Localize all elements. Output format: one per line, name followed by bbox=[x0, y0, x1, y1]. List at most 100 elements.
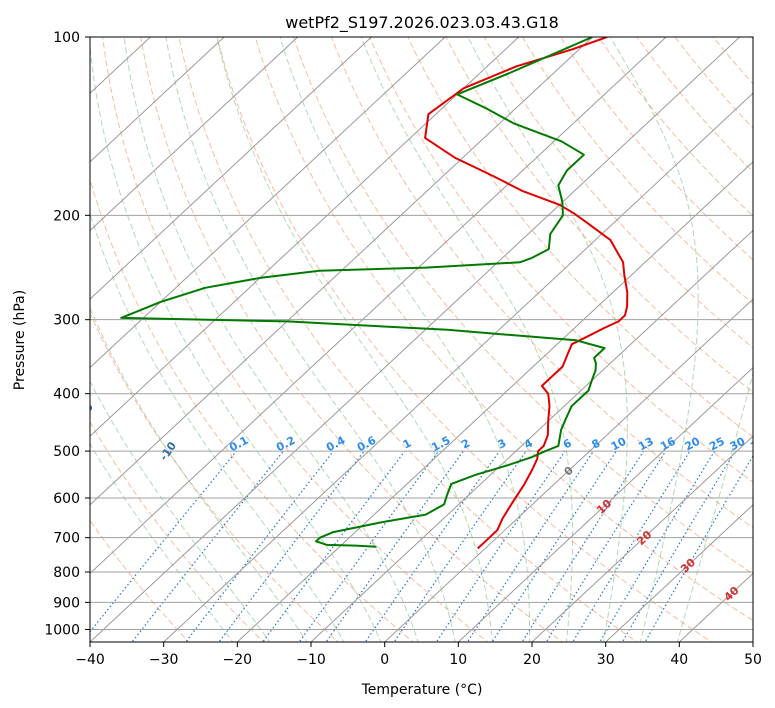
isotherm bbox=[531, 435, 753, 642]
mixing-ratio-label: 25 bbox=[707, 435, 727, 454]
mixing-ratio-line bbox=[545, 450, 667, 642]
moist-adiabat bbox=[90, 42, 382, 642]
mixing-ratio-line bbox=[572, 450, 691, 642]
x-tick-label: 40 bbox=[670, 652, 688, 668]
mixing-ratio-line bbox=[644, 454, 753, 642]
moist-adiabat bbox=[676, 371, 753, 642]
dry-adiabat bbox=[483, 37, 753, 349]
x-tick-label: 50 bbox=[744, 652, 762, 668]
mixing-ratio-line bbox=[131, 450, 284, 642]
mixing-ratio-label: 2 bbox=[459, 436, 472, 451]
x-axis-label: Temperature (°C) bbox=[361, 682, 483, 698]
dry-adiabat bbox=[521, 37, 753, 305]
mixing-ratio-line bbox=[325, 450, 464, 642]
mixing-ratio-line bbox=[393, 450, 527, 642]
moist-adiabat bbox=[467, 37, 628, 642]
isotherm bbox=[310, 229, 753, 642]
dry-adiabat bbox=[407, 37, 753, 438]
y-tick-label: 900 bbox=[53, 595, 80, 611]
dry-adiabat bbox=[90, 177, 414, 642]
dry-adiabat bbox=[90, 311, 339, 642]
y-axis-label: Pressure (hPa) bbox=[12, 290, 28, 390]
dry-adiabat bbox=[90, 421, 265, 642]
isotherm bbox=[236, 161, 753, 642]
mixing-ratio-line bbox=[521, 450, 645, 642]
mixing-ratio-label: 4 bbox=[522, 436, 535, 451]
dry-adiabat bbox=[750, 37, 753, 40]
plot-frame bbox=[89, 36, 754, 643]
y-tick-label: 100 bbox=[53, 30, 80, 46]
dry-adiabat-label: -10 bbox=[157, 439, 179, 463]
dry-adiabat bbox=[369, 37, 753, 483]
moist-adiabat bbox=[123, 37, 419, 642]
moist-adiabat bbox=[90, 211, 345, 642]
mixing-ratio-label: 3 bbox=[496, 436, 509, 451]
mixing-ratio-label: 1 bbox=[401, 436, 414, 451]
isotherm bbox=[0, 37, 3, 642]
mixing-ratio-line bbox=[599, 450, 716, 642]
y-tick-label: 300 bbox=[53, 313, 80, 329]
chart-title: wetPf2_S197.2026.023.03.43.G18 bbox=[285, 13, 559, 33]
isotherm bbox=[90, 37, 372, 300]
mixing-ratio-line bbox=[435, 450, 566, 642]
mixing-ratio-line bbox=[90, 450, 237, 633]
mixing-ratio-label: 30 bbox=[728, 435, 748, 454]
y-tick-label: 200 bbox=[53, 208, 80, 224]
isotherm bbox=[752, 641, 753, 642]
dewpoint-profile bbox=[120, 37, 606, 548]
dry-adiabat bbox=[330, 37, 753, 529]
mixing-ratio-label: 16 bbox=[658, 435, 678, 454]
y-tick-label: 1000 bbox=[44, 622, 80, 638]
y-tick-label: 500 bbox=[53, 444, 80, 460]
temperature-profile bbox=[424, 37, 629, 550]
y-tick-label: 700 bbox=[53, 531, 80, 547]
moist-adiabat bbox=[360, 37, 574, 642]
dry-adiabat bbox=[712, 37, 753, 85]
mixing-ratio-line bbox=[491, 450, 617, 642]
moist-adiabat bbox=[90, 380, 271, 642]
moist-adiabat bbox=[216, 37, 493, 642]
moist-adiabat bbox=[609, 37, 699, 642]
mixing-ratio-line bbox=[298, 450, 440, 642]
y-tick-label: 800 bbox=[53, 565, 80, 581]
x-tick-label: 10 bbox=[449, 652, 467, 668]
isotherm bbox=[90, 37, 741, 642]
dry-adiabat bbox=[254, 37, 753, 622]
isotherm bbox=[90, 37, 667, 575]
x-tick-label: −20 bbox=[223, 652, 253, 668]
isotherm bbox=[457, 366, 753, 642]
isotherm bbox=[163, 92, 753, 642]
moist-adiabat bbox=[90, 442, 234, 642]
isotherm bbox=[678, 572, 753, 642]
isotherm bbox=[90, 37, 225, 163]
mixing-ratio-label: 6 bbox=[561, 436, 574, 451]
x-tick-label: 20 bbox=[523, 652, 541, 668]
x-tick-label: −30 bbox=[149, 652, 179, 668]
moist-adiabat bbox=[279, 37, 530, 642]
mixing-ratio-label: 36 bbox=[748, 435, 768, 454]
mixing-ratio-line bbox=[185, 450, 334, 642]
isotherm bbox=[90, 37, 299, 232]
dry-adiabat bbox=[559, 37, 753, 261]
y-tick-label: 400 bbox=[53, 387, 80, 403]
isotherm bbox=[605, 504, 753, 642]
mixing-ratio-label: 13 bbox=[636, 435, 656, 454]
isotherm bbox=[384, 298, 753, 642]
mixing-ratio-line bbox=[364, 450, 501, 642]
mixing-ratio-line bbox=[262, 450, 406, 642]
x-tick-label: −10 bbox=[296, 652, 326, 668]
mixing-ratio-label: 20 bbox=[683, 435, 703, 454]
mixing-ratio-label: 10 bbox=[609, 435, 629, 454]
isotherm bbox=[90, 37, 520, 437]
mixing-ratio-line bbox=[621, 450, 736, 642]
x-tick-label: 30 bbox=[597, 652, 615, 668]
y-tick-label: 600 bbox=[53, 491, 80, 507]
x-tick-label: −40 bbox=[75, 652, 105, 668]
isotherm bbox=[90, 37, 593, 506]
dry-adiabat-label: -20 bbox=[74, 400, 96, 424]
dry-adiabat bbox=[216, 37, 713, 642]
isotherm bbox=[90, 37, 446, 369]
x-tick-label: 0 bbox=[380, 652, 389, 668]
